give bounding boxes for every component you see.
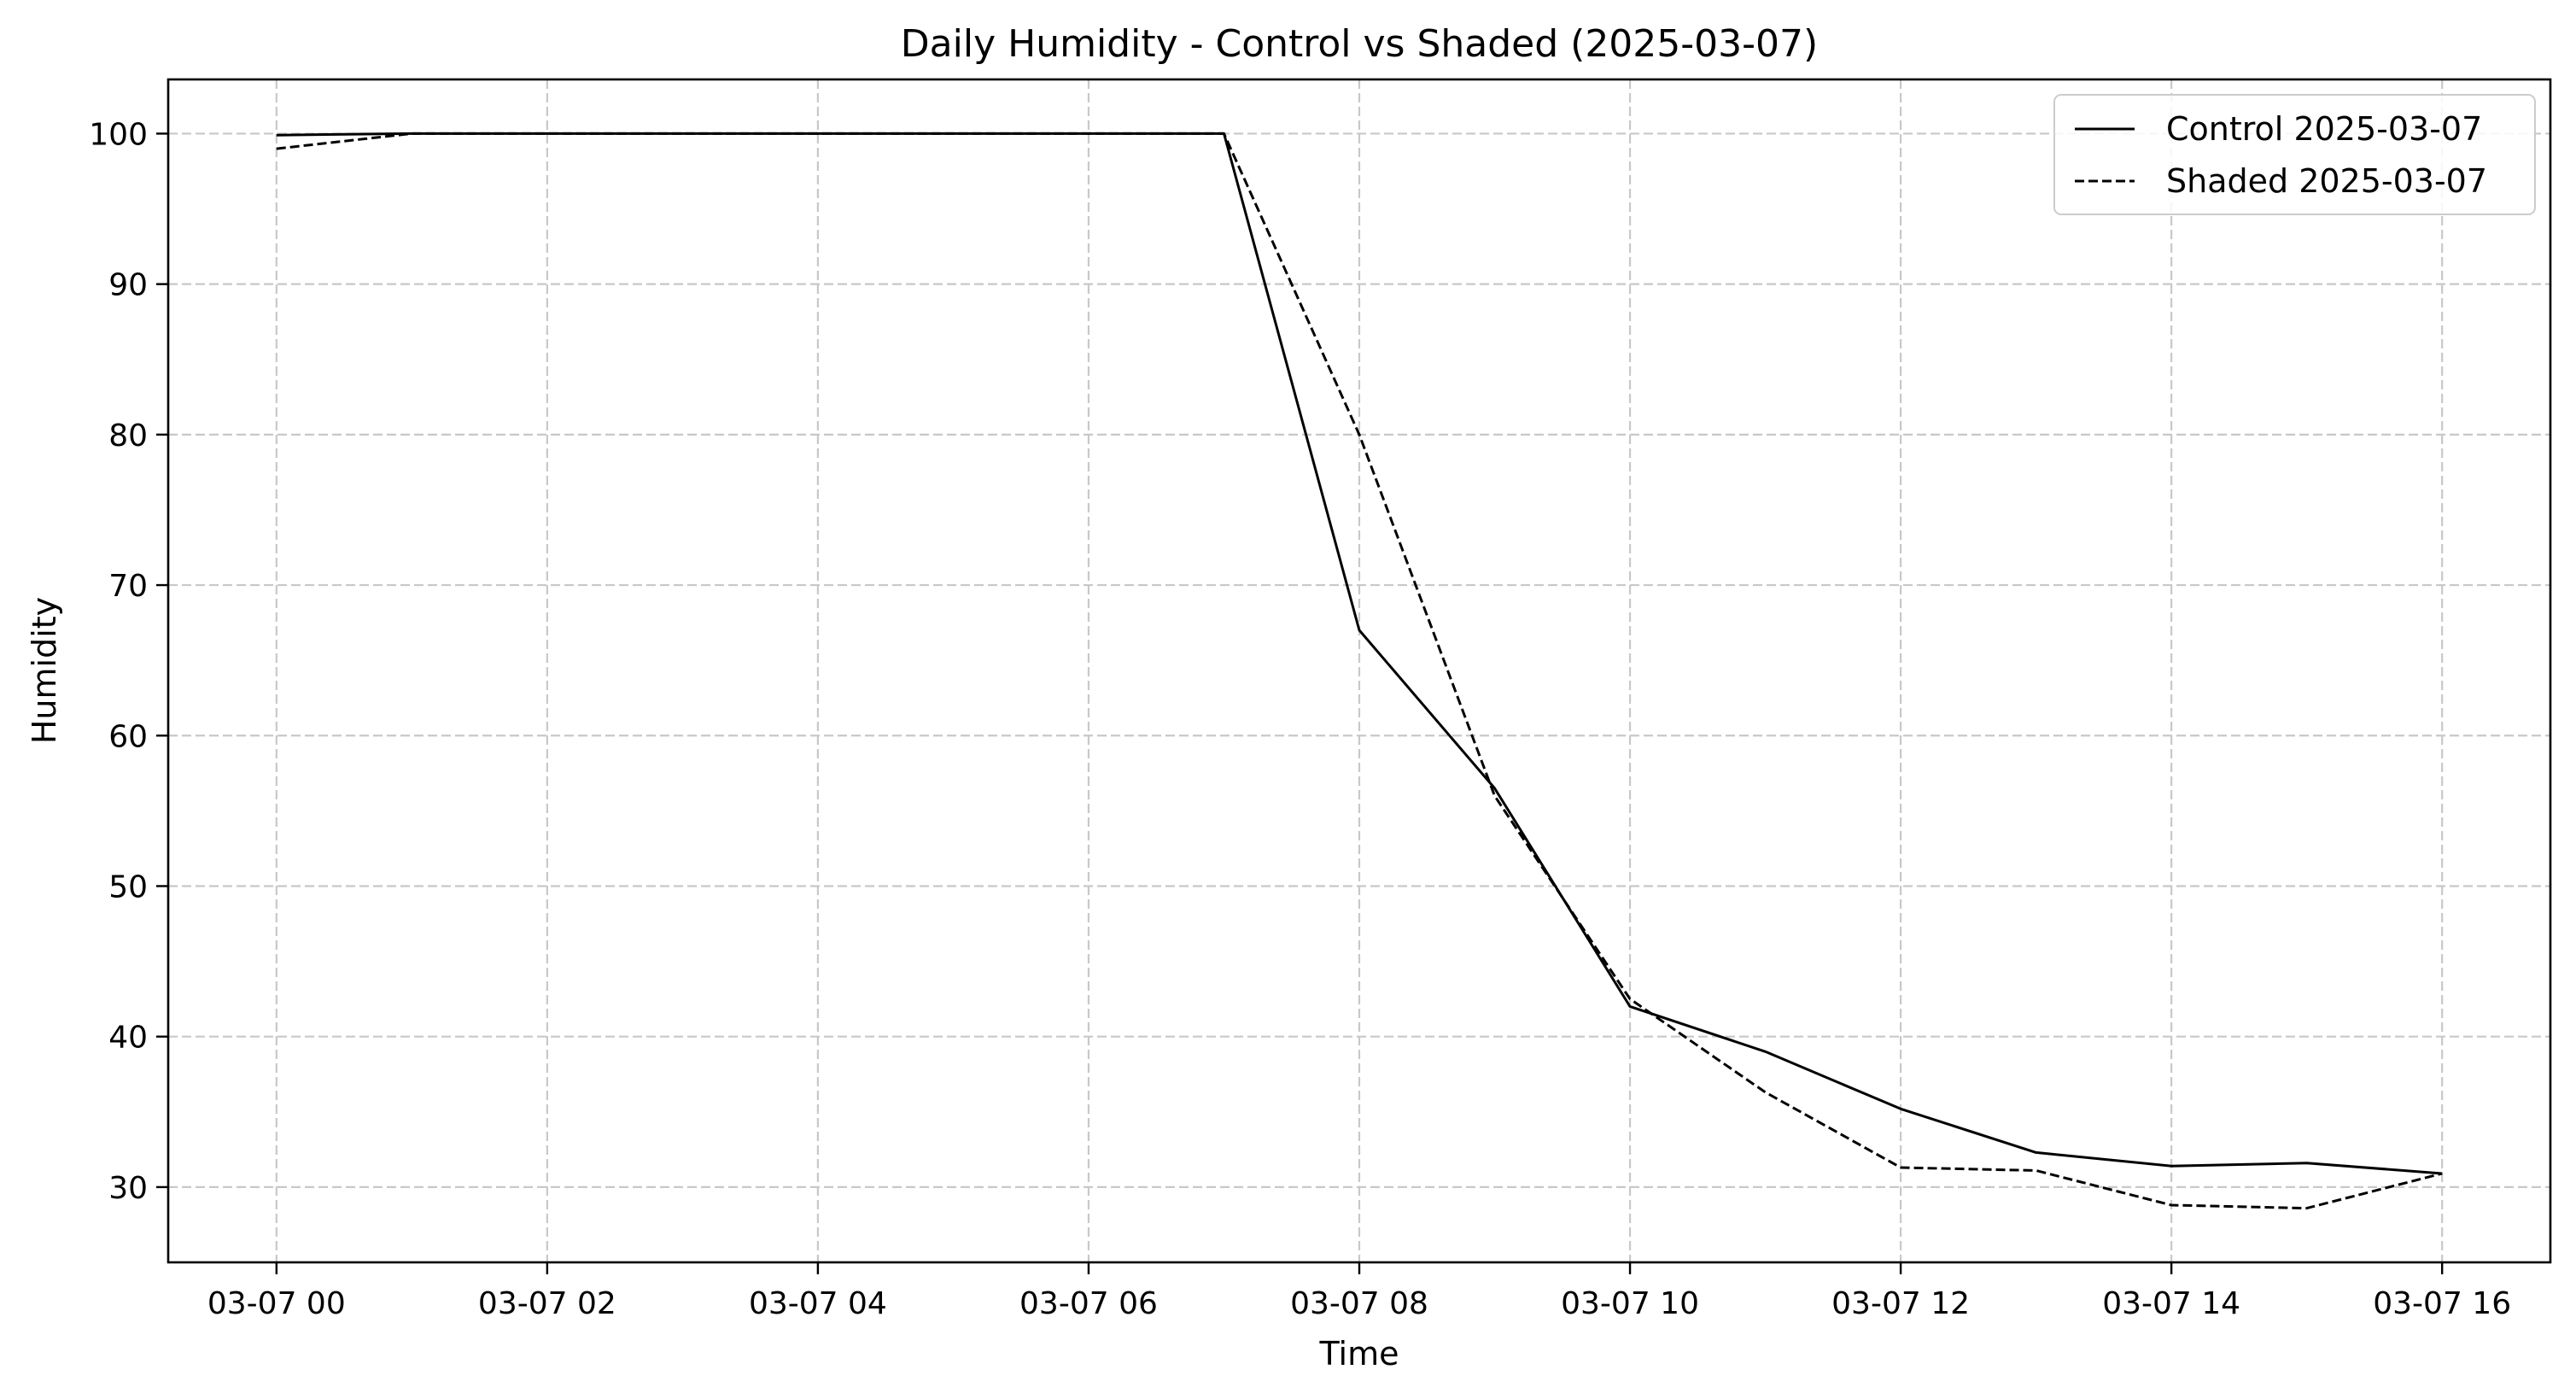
- legend-label-shaded: Shaded 2025-03-07: [2166, 162, 2487, 200]
- x-tick-label: 03-07 06: [1019, 1286, 1158, 1321]
- x-axis-label: Time: [1319, 1335, 1399, 1373]
- y-tick-label: 90: [108, 268, 148, 303]
- y-axis-label: Humidity: [26, 597, 63, 744]
- y-tick-label: 80: [108, 419, 148, 454]
- axis-ticks: 03-07 00 03-07 02 03-07 04 03-07 06 03-07 08…: [89, 117, 2511, 1321]
- x-tick-label: 03-07 08: [1290, 1286, 1428, 1321]
- y-tick-label: 100: [89, 117, 148, 152]
- x-tick-label: 03-07 16: [2373, 1286, 2511, 1321]
- x-tick-label: 03-07 12: [1831, 1286, 1970, 1321]
- x-tick-label: 03-07 02: [478, 1286, 616, 1321]
- y-tick-label: 30: [108, 1171, 148, 1206]
- y-tick-label: 60: [108, 719, 148, 754]
- legend-frame: [2053, 94, 2536, 215]
- y-tick-label: 50: [108, 869, 148, 904]
- x-tick-label: 03-07 00: [207, 1286, 346, 1321]
- legend-label-control: Control 2025-03-07: [2166, 110, 2482, 148]
- y-tick-label: 70: [108, 569, 148, 604]
- chart-title: Daily Humidity - Control vs Shaded (2025…: [901, 22, 1818, 66]
- x-tick-label: 03-07 14: [2102, 1286, 2240, 1321]
- y-tick-label: 40: [108, 1021, 148, 1056]
- legend: Control 2025-03-07 Shaded 2025-03-07: [2053, 94, 2536, 215]
- x-tick-label: 03-07 04: [749, 1286, 887, 1321]
- series-line-shaded: [276, 132, 2443, 1210]
- x-tick-label: 03-07 10: [1561, 1286, 1699, 1321]
- series-lines: [276, 132, 2443, 1210]
